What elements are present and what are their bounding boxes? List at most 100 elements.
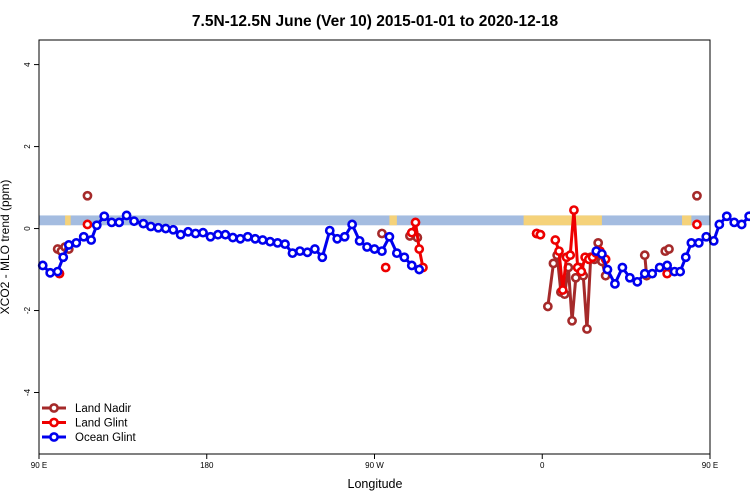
- x-tick-label: 180: [200, 461, 214, 470]
- land-ocean-band: [39, 215, 710, 226]
- data-point: [617, 262, 628, 273]
- data-point: [664, 244, 674, 254]
- x-tick-label: 0: [540, 461, 545, 470]
- data-point: [414, 244, 425, 254]
- data-point: [114, 217, 125, 228]
- data-point: [175, 229, 186, 240]
- x-axis: 90 E 180 90 W 0 90 E: [31, 454, 718, 470]
- data-point: [78, 231, 89, 242]
- data-point: [377, 228, 387, 239]
- data-point: [582, 324, 592, 334]
- data-point: [213, 229, 223, 240]
- data-point: [610, 278, 620, 289]
- land-band-segment: [389, 215, 397, 226]
- data-point: [160, 223, 171, 234]
- y-tick-label: -4: [23, 388, 32, 396]
- data-point: [565, 250, 576, 261]
- data-point: [377, 246, 387, 256]
- data-point: [736, 219, 747, 230]
- data-point: [86, 235, 97, 245]
- x-tick-label: 90 E: [702, 461, 718, 470]
- data-point: [692, 219, 702, 230]
- y-tick-label: -2: [23, 306, 32, 314]
- data-point: [680, 252, 691, 263]
- data-point: [58, 252, 69, 263]
- data-point: [550, 235, 561, 245]
- data-point: [242, 231, 253, 242]
- data-point: [662, 260, 673, 271]
- data-point: [554, 246, 564, 256]
- data-point: [71, 238, 82, 248]
- data-point: [548, 258, 559, 269]
- data-point: [309, 244, 320, 254]
- data-point: [265, 236, 276, 247]
- data-point: [567, 315, 577, 326]
- y-tick-label: 4: [23, 62, 32, 67]
- data-point: [602, 264, 613, 275]
- data-point: [406, 260, 417, 271]
- data-point: [380, 262, 391, 273]
- legend-label: Land Nadir: [75, 403, 131, 415]
- y-tick-label: 0: [23, 226, 32, 231]
- data-point: [332, 233, 343, 244]
- data-point: [91, 220, 102, 231]
- data-point: [121, 210, 132, 221]
- data-point: [406, 227, 417, 238]
- data-point: [302, 247, 313, 258]
- data-point: [596, 249, 607, 259]
- data-point: [205, 231, 216, 242]
- land-band-segment: [65, 215, 71, 226]
- data-point: [654, 262, 665, 273]
- data-point: [369, 244, 380, 254]
- data-point: [250, 233, 261, 244]
- series-ocean-glint: [37, 210, 750, 289]
- legend-marker: [49, 432, 59, 442]
- data-point: [287, 248, 298, 259]
- ocean-band: [39, 215, 710, 226]
- y-tick-label: 2: [23, 144, 32, 149]
- data-point: [708, 235, 719, 246]
- land-band-segment: [523, 215, 602, 226]
- data-point: [391, 248, 402, 259]
- data-point: [280, 239, 290, 250]
- data-point: [693, 238, 704, 248]
- data-point: [295, 246, 305, 256]
- x-tick-label: 90 W: [365, 461, 384, 470]
- series-layer: [37, 190, 750, 334]
- data-point: [535, 229, 546, 240]
- data-point: [52, 266, 63, 277]
- data-point: [235, 233, 246, 244]
- legend-label: Land Glint: [75, 418, 128, 430]
- data-point: [576, 266, 587, 277]
- data-point: [569, 205, 579, 216]
- x-tick-label: 90 E: [31, 461, 47, 470]
- legend-marker: [49, 403, 59, 413]
- data-point: [692, 190, 702, 201]
- data-point: [384, 231, 395, 242]
- data-point: [168, 224, 179, 235]
- data-point: [153, 222, 164, 233]
- data-point: [675, 266, 686, 277]
- data-point: [647, 268, 658, 279]
- data-point: [362, 242, 372, 252]
- legend-label: Ocean Glint: [75, 432, 137, 444]
- land-band-segment: [682, 215, 692, 226]
- data-point: [37, 260, 48, 271]
- data-point: [639, 268, 650, 279]
- data-point: [106, 217, 117, 228]
- data-point: [82, 190, 93, 201]
- data-point: [714, 219, 725, 230]
- data-point: [557, 285, 568, 295]
- data-point: [662, 268, 673, 279]
- data-point: [190, 228, 201, 239]
- data-point: [347, 219, 358, 230]
- data-point: [63, 240, 74, 250]
- data-point: [399, 252, 410, 263]
- data-point: [272, 238, 283, 248]
- data-point: [686, 238, 697, 248]
- data-point: [414, 264, 425, 275]
- data-point: [593, 238, 604, 248]
- data-point: [721, 211, 732, 222]
- y-axis: 4 2 0 -2 -4: [23, 62, 39, 396]
